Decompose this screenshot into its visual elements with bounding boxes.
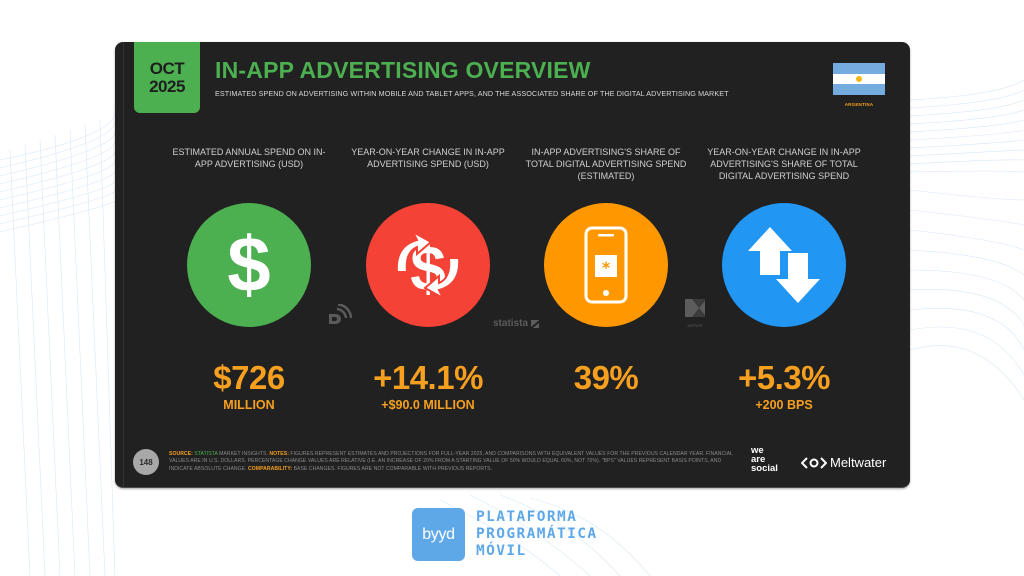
meltwater-logo: Meltwater xyxy=(801,455,886,470)
tagline-line-1: PLATAFORMA xyxy=(476,509,578,525)
tagline-line-3: MÓVIL xyxy=(476,543,527,559)
comparability-text: BASE CHANGES. FIGURES ARE NOT COMPARABLE… xyxy=(292,465,493,472)
dollar-icon: $ xyxy=(187,203,311,327)
source-rest: MARKET INSIGHTS. xyxy=(217,451,270,457)
metric-share-of-digital: IN-APP ADVERTISING'S SHARE OF TOTAL DIGI… xyxy=(521,146,691,398)
kepios-logo-icon xyxy=(685,299,705,317)
statista-watermark: statista xyxy=(493,318,540,329)
metric-sub: +200 BPS xyxy=(755,398,813,412)
slide-subtitle: ESTIMATED SPEND ON ADVERTISING WITHIN MO… xyxy=(215,89,729,98)
footnote: SOURCE: STATISTA MARKET INSIGHTS. NOTES:… xyxy=(169,451,739,473)
metric-sub: MILLION xyxy=(223,398,275,412)
statista-logo-icon xyxy=(531,319,540,328)
metric-yoy-spend-change: YEAR-ON-YEAR CHANGE IN IN-APP ADVERTISIN… xyxy=(343,146,513,412)
up-down-arrows-icon xyxy=(722,203,846,327)
metric-label: ESTIMATED ANNUAL SPEND ON IN-APP ADVERTI… xyxy=(172,147,326,169)
meltwater-label: Meltwater xyxy=(830,455,887,470)
datareportal-watermark-icon xyxy=(326,303,353,331)
slide-card: OCT 2025 IN-APP ADVERTISING OVERVIEW EST… xyxy=(115,42,910,488)
country-label: ARGENTINA xyxy=(844,102,874,107)
metric-yoy-share-change: YEAR-ON-YEAR CHANGE IN IN-APP ADVERTISIN… xyxy=(699,146,869,412)
argentina-flag-icon xyxy=(833,63,885,96)
we-are-social-logo: we are social xyxy=(751,445,778,474)
metric-label: IN-APP ADVERTISING'S SHARE OF TOTAL DIGI… xyxy=(525,147,687,181)
byyd-logo: byyd xyxy=(412,508,465,561)
metric-value: +14.1% xyxy=(373,359,483,396)
tagline-line-2: PROGRAMÁTICA xyxy=(476,526,598,542)
byyd-tagline: PLATAFORMA PROGRAMÁTICA MÓVIL xyxy=(476,509,598,560)
statista-label: statista xyxy=(493,318,529,329)
dollar-cycle-icon: $ xyxy=(366,203,490,327)
source-label: SOURCE: xyxy=(169,451,193,457)
metric-value: +5.3% xyxy=(738,359,831,396)
metric-annual-spend: ESTIMATED ANNUAL SPEND ON IN-APP ADVERTI… xyxy=(164,146,334,412)
source-name: STATISTA xyxy=(194,451,218,457)
byyd-logo-text: byyd xyxy=(422,525,455,543)
page-number: 148 xyxy=(133,449,159,475)
metric-sub: +$90.0 MILLION xyxy=(381,398,475,412)
notes-text: FIGURES REPRESENT ESTIMATES AND PROJECTI… xyxy=(169,451,733,472)
date-month: OCT xyxy=(149,58,185,78)
meltwater-mark-icon xyxy=(801,456,827,469)
slide-title: IN-APP ADVERTISING OVERVIEW xyxy=(215,57,591,83)
metric-value: 39% xyxy=(573,359,639,396)
kepios-label: KEPIOS xyxy=(687,323,703,328)
notes-label: NOTES: xyxy=(269,451,289,457)
metric-value: $726 xyxy=(213,359,285,396)
smartphone-ad-icon: * xyxy=(544,203,668,327)
date-badge: OCT 2025 xyxy=(134,42,200,113)
metric-label: YEAR-ON-YEAR CHANGE IN IN-APP ADVERTISIN… xyxy=(707,147,861,181)
svg-text:$: $ xyxy=(227,225,270,305)
comparability-label: COMPARABILITY: xyxy=(248,465,293,472)
svg-text:*: * xyxy=(602,258,611,277)
date-year: 2025 xyxy=(149,76,185,96)
metric-label: YEAR-ON-YEAR CHANGE IN IN-APP ADVERTISIN… xyxy=(351,147,505,169)
kepios-watermark: KEPIOS xyxy=(685,299,705,328)
